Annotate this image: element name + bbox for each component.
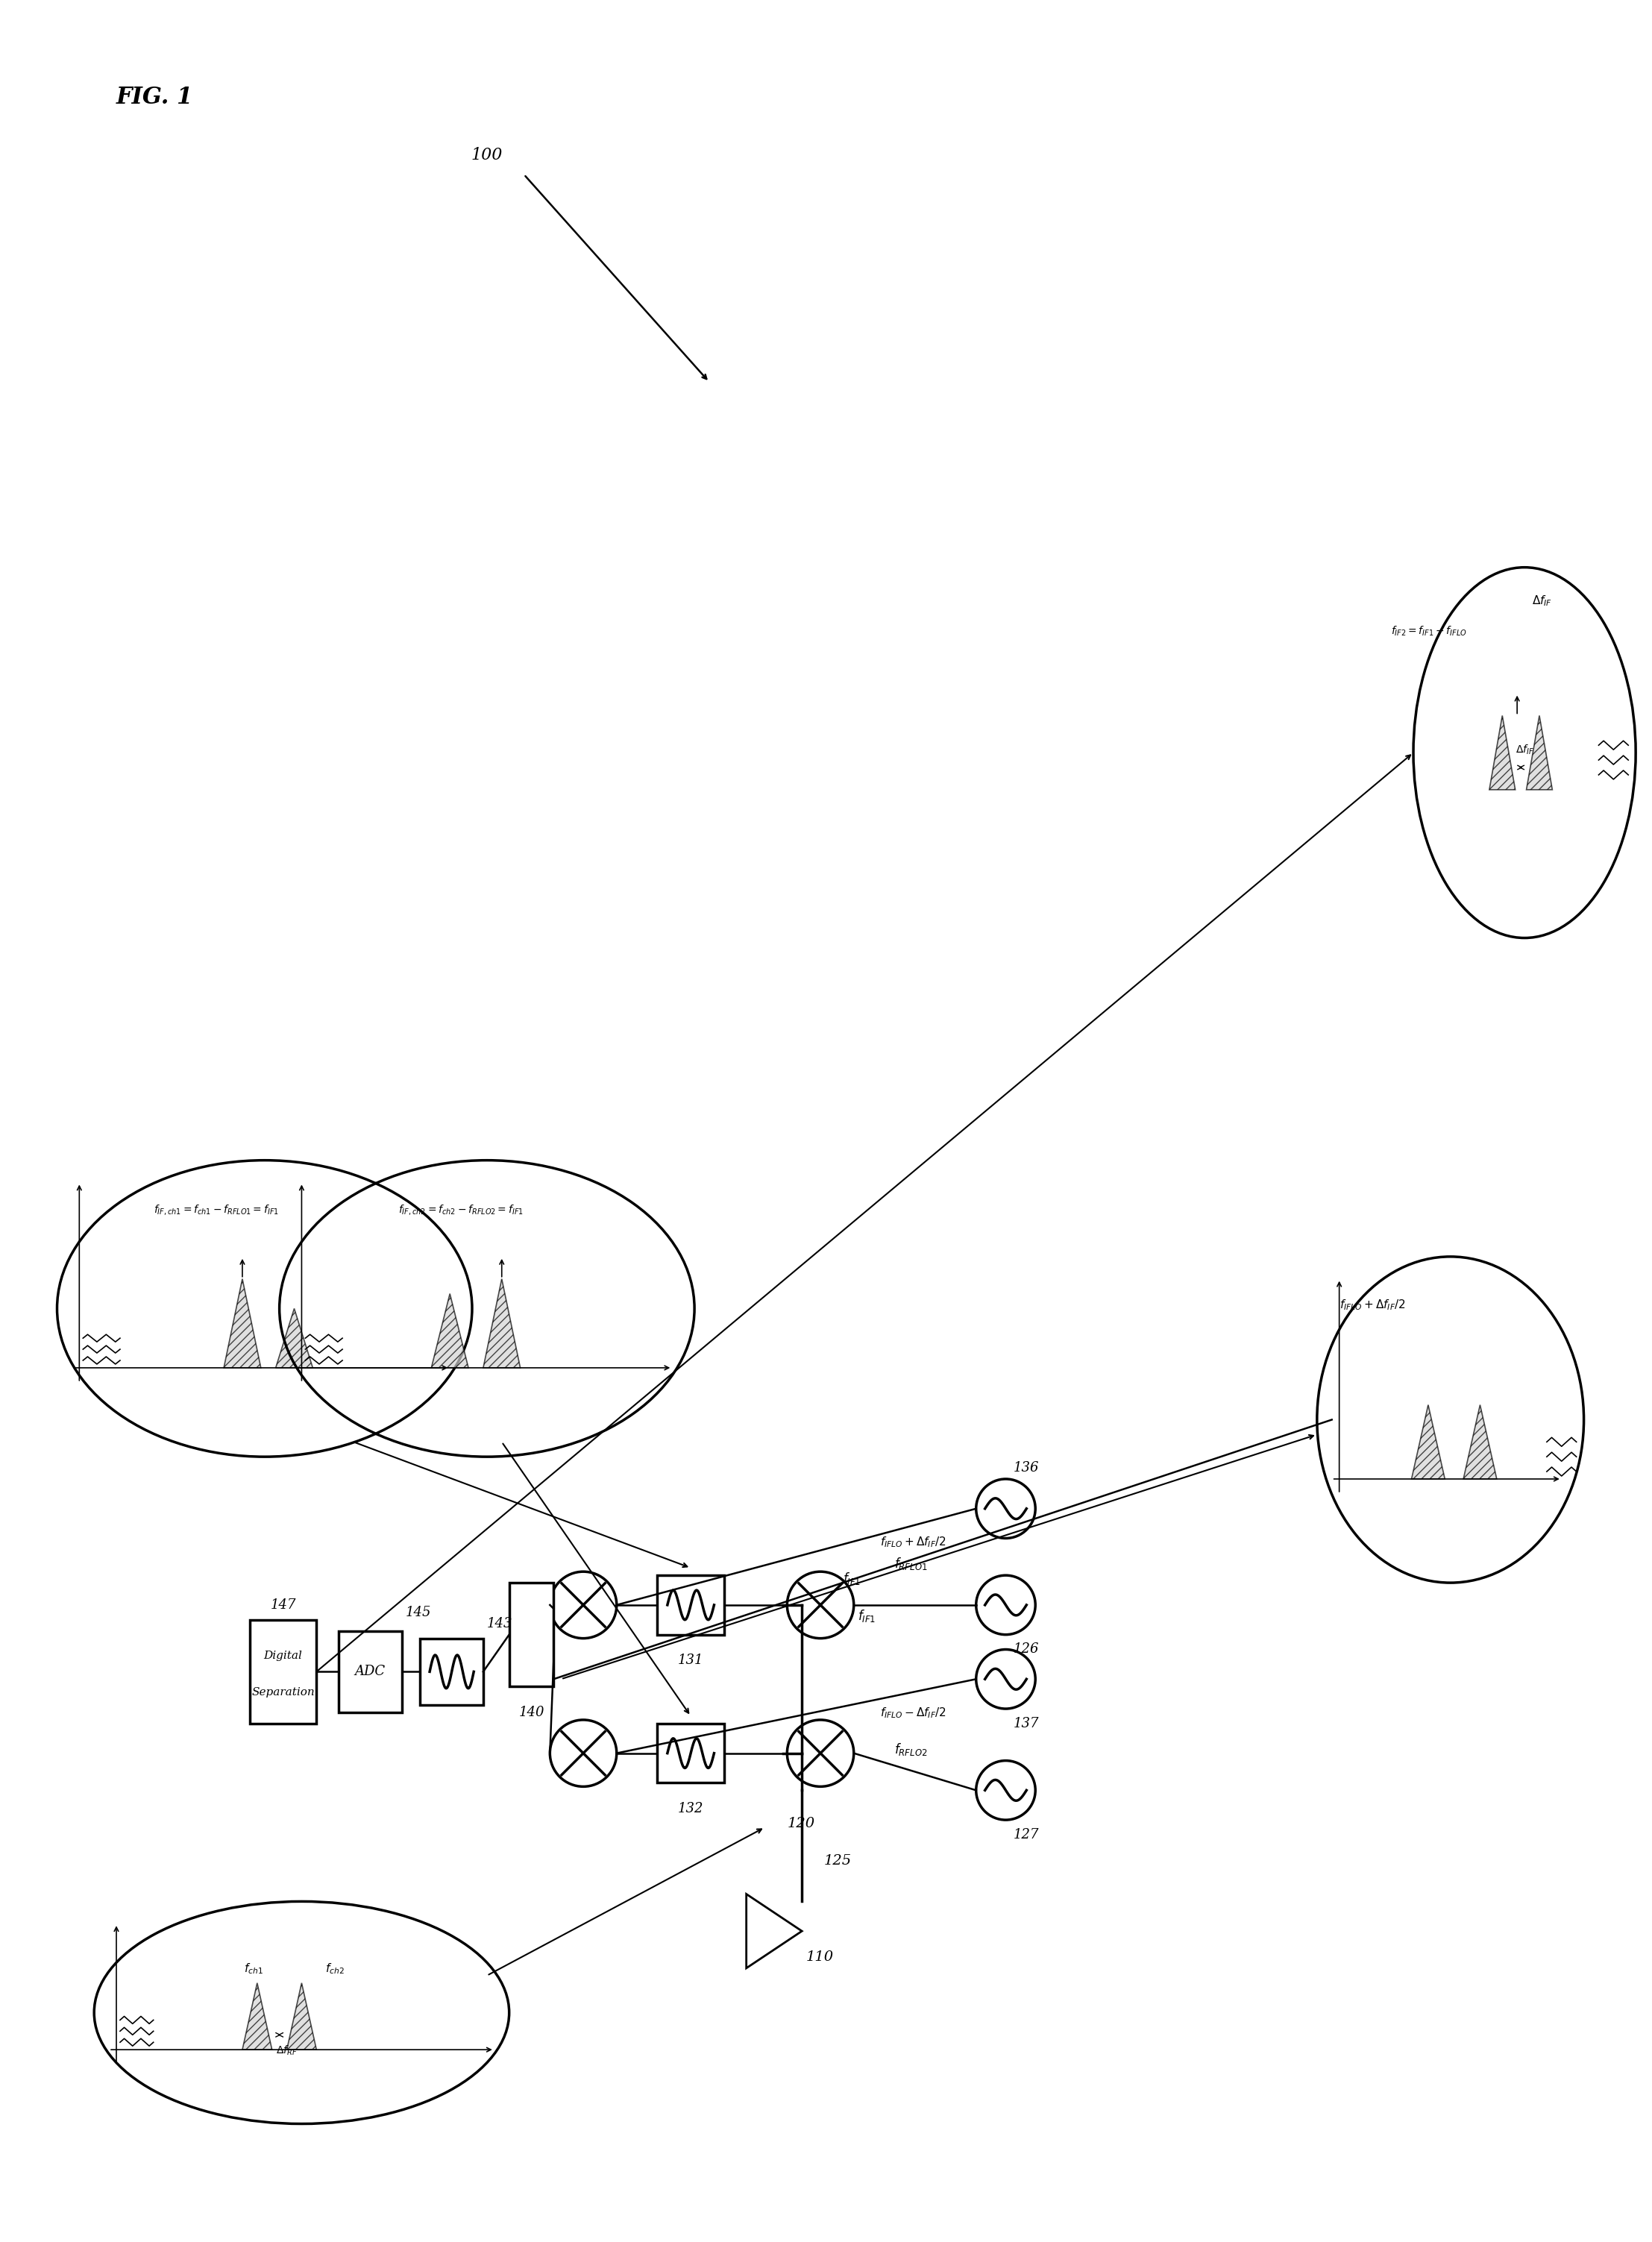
Text: Digital: Digital — [264, 1650, 302, 1661]
Text: 140: 140 — [519, 1706, 544, 1720]
Text: 136: 136 — [1013, 1462, 1039, 1475]
Text: 127: 127 — [1013, 1827, 1039, 1841]
Text: $\Delta f_{RF}$: $\Delta f_{RF}$ — [276, 2045, 297, 2056]
Polygon shape — [276, 1309, 312, 1368]
Text: $\Delta f_{IF}$: $\Delta f_{IF}$ — [1531, 594, 1553, 608]
Text: $f_{ch2}$: $f_{ch2}$ — [325, 1962, 345, 1975]
Text: $f_{IF2}=f_{IF1}-f_{IFLO}$: $f_{IF2}=f_{IF1}-f_{IFLO}$ — [1391, 623, 1467, 637]
Polygon shape — [484, 1278, 520, 1368]
FancyBboxPatch shape — [249, 1619, 317, 1724]
Text: $f_{ch1}$: $f_{ch1}$ — [244, 1962, 263, 1975]
Text: 126: 126 — [1013, 1643, 1039, 1657]
Text: 132: 132 — [677, 1803, 704, 1816]
Text: $f_{IF,ch1}=f_{ch1}-f_{RFLO1}=f_{IF1}$: $f_{IF,ch1}=f_{ch1}-f_{RFLO1}=f_{IF1}$ — [154, 1202, 279, 1215]
Text: ADC: ADC — [355, 1666, 385, 1679]
Text: 125: 125 — [824, 1854, 852, 1868]
FancyBboxPatch shape — [420, 1639, 484, 1704]
FancyBboxPatch shape — [657, 1724, 724, 1782]
Text: 100: 100 — [471, 148, 502, 164]
FancyBboxPatch shape — [509, 1583, 553, 1686]
Text: 120: 120 — [786, 1816, 814, 1829]
Text: $f_{IF1}$: $f_{IF1}$ — [857, 1608, 876, 1623]
Text: 131: 131 — [677, 1655, 704, 1668]
Polygon shape — [1464, 1406, 1497, 1480]
Polygon shape — [431, 1294, 469, 1368]
Text: 147: 147 — [271, 1599, 296, 1612]
Text: $f_{IFLO}+\Delta f_{IF}/2$: $f_{IFLO}+\Delta f_{IF}/2$ — [1340, 1298, 1406, 1312]
Text: $f_{IFLO}+\Delta f_{IF}/2$: $f_{IFLO}+\Delta f_{IF}/2$ — [881, 1536, 945, 1549]
Text: $f_{RFLO1}$: $f_{RFLO1}$ — [894, 1556, 928, 1572]
FancyBboxPatch shape — [657, 1576, 724, 1634]
Polygon shape — [223, 1278, 261, 1368]
Text: $f_{IF,ch2}=f_{ch2}-f_{RFLO2}=f_{IF1}$: $f_{IF,ch2}=f_{ch2}-f_{RFLO2}=f_{IF1}$ — [398, 1202, 524, 1215]
Text: Separation: Separation — [251, 1688, 316, 1697]
Text: 137: 137 — [1013, 1717, 1039, 1731]
Polygon shape — [287, 1982, 317, 2049]
Polygon shape — [1490, 715, 1515, 789]
Text: $f_{RFLO2}$: $f_{RFLO2}$ — [894, 1742, 928, 1758]
Polygon shape — [243, 1982, 273, 2049]
Text: 143: 143 — [487, 1616, 512, 1630]
Text: $f_{IFLO}-\Delta f_{IF}/2$: $f_{IFLO}-\Delta f_{IF}/2$ — [881, 1706, 945, 1720]
Text: FIG. 1: FIG. 1 — [116, 85, 193, 108]
Text: $\Delta f_{IF}$: $\Delta f_{IF}$ — [1515, 742, 1533, 756]
Text: 145: 145 — [405, 1605, 431, 1619]
FancyBboxPatch shape — [339, 1630, 401, 1713]
Text: $f_{IF1}$: $f_{IF1}$ — [843, 1572, 861, 1587]
Text: 110: 110 — [806, 1951, 833, 1964]
Polygon shape — [1526, 715, 1553, 789]
Polygon shape — [1411, 1406, 1446, 1480]
